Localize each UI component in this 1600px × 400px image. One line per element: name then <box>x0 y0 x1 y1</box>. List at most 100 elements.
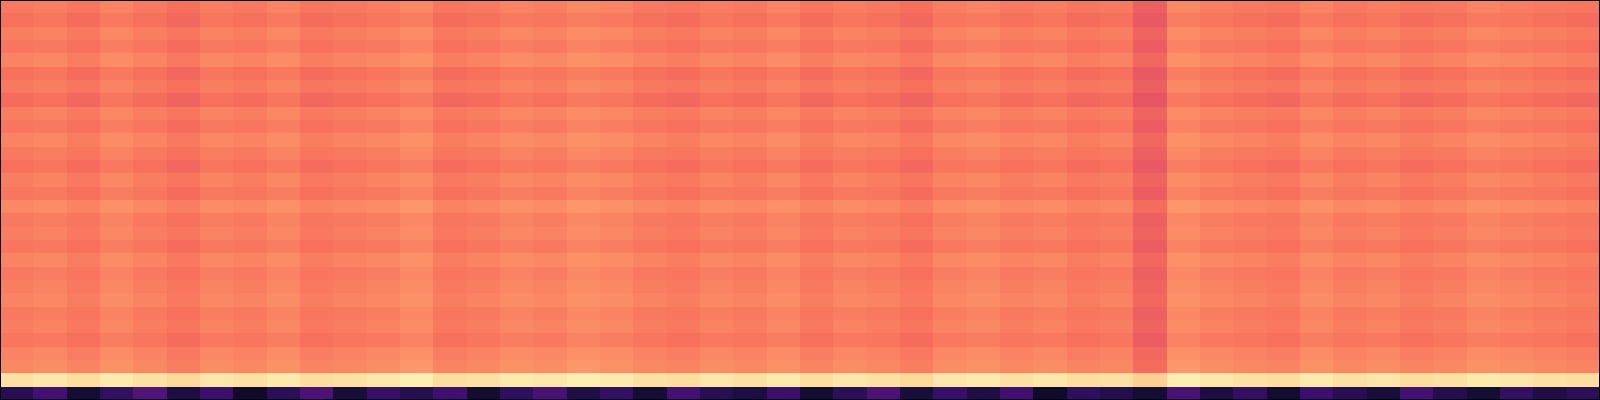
cell <box>0 147 33 160</box>
cell <box>1033 173 1067 187</box>
cell <box>67 160 100 173</box>
cell <box>1233 0 1267 13</box>
cell <box>767 320 800 333</box>
cell <box>767 333 800 347</box>
cell <box>1167 107 1200 120</box>
cell <box>300 373 333 387</box>
cell <box>0 293 33 307</box>
cell <box>400 373 433 387</box>
cell <box>133 267 167 280</box>
cell <box>100 227 133 240</box>
cell <box>1300 93 1333 107</box>
cell <box>1567 333 1600 347</box>
cell <box>1400 120 1433 133</box>
cell <box>467 53 500 67</box>
cell <box>1000 280 1033 293</box>
cell <box>1400 53 1433 67</box>
cell <box>300 40 333 53</box>
cell <box>167 240 200 253</box>
cell <box>567 280 600 293</box>
cell <box>1167 40 1200 53</box>
cell <box>1100 387 1133 400</box>
cell <box>433 107 467 120</box>
cell <box>900 213 933 227</box>
cell <box>767 13 800 27</box>
cell <box>933 27 967 40</box>
cell <box>1500 333 1533 347</box>
cell <box>867 267 900 280</box>
cell <box>467 213 500 227</box>
cell <box>833 187 867 200</box>
cell <box>1433 387 1467 400</box>
cell <box>800 320 833 333</box>
cell <box>800 147 833 160</box>
cell <box>133 120 167 133</box>
cell <box>700 53 733 67</box>
cell <box>1567 240 1600 253</box>
cell <box>400 13 433 27</box>
cell <box>1467 67 1500 80</box>
cell <box>67 53 100 67</box>
cell <box>67 320 100 333</box>
cell <box>1567 120 1600 133</box>
cell <box>1533 347 1567 360</box>
cell <box>833 80 867 93</box>
cell <box>433 267 467 280</box>
cell <box>1300 173 1333 187</box>
cell <box>833 373 867 387</box>
cell <box>1400 240 1433 253</box>
cell <box>1100 240 1133 253</box>
cell <box>600 93 633 107</box>
cell <box>1267 347 1300 360</box>
cell <box>500 213 533 227</box>
cell <box>0 93 33 107</box>
cell <box>567 93 600 107</box>
cell <box>700 307 733 320</box>
cell <box>300 173 333 187</box>
cell <box>1233 293 1267 307</box>
cell <box>533 160 567 173</box>
cell <box>1000 213 1033 227</box>
cell <box>433 280 467 293</box>
cell <box>900 107 933 120</box>
cell <box>733 107 767 120</box>
cell <box>1067 293 1100 307</box>
cell <box>1400 160 1433 173</box>
cell <box>1300 360 1333 373</box>
cell <box>400 0 433 13</box>
cell <box>1267 373 1300 387</box>
cell <box>200 187 233 200</box>
cell <box>400 160 433 173</box>
cell <box>367 80 400 93</box>
cell <box>0 173 33 187</box>
cell <box>1000 187 1033 200</box>
cell <box>200 293 233 307</box>
cell <box>1100 373 1133 387</box>
cell <box>400 227 433 240</box>
cell <box>700 253 733 267</box>
cell <box>267 27 300 40</box>
cell <box>1367 173 1400 187</box>
cell <box>1533 80 1567 93</box>
cell <box>67 67 100 80</box>
cell <box>933 240 967 253</box>
cell <box>1000 200 1033 213</box>
cell <box>700 27 733 40</box>
cell <box>133 67 167 80</box>
cell <box>467 133 500 147</box>
cell <box>1300 347 1333 360</box>
cell <box>0 267 33 280</box>
cell <box>1000 333 1033 347</box>
cell <box>1133 333 1167 347</box>
cell <box>1533 267 1567 280</box>
cell <box>1200 187 1233 200</box>
cell <box>433 13 467 27</box>
cell <box>867 387 900 400</box>
cell <box>467 173 500 187</box>
cell <box>1133 213 1167 227</box>
cell <box>100 147 133 160</box>
cell <box>167 13 200 27</box>
cell <box>733 360 767 373</box>
cell <box>1200 27 1233 40</box>
cell <box>800 107 833 120</box>
